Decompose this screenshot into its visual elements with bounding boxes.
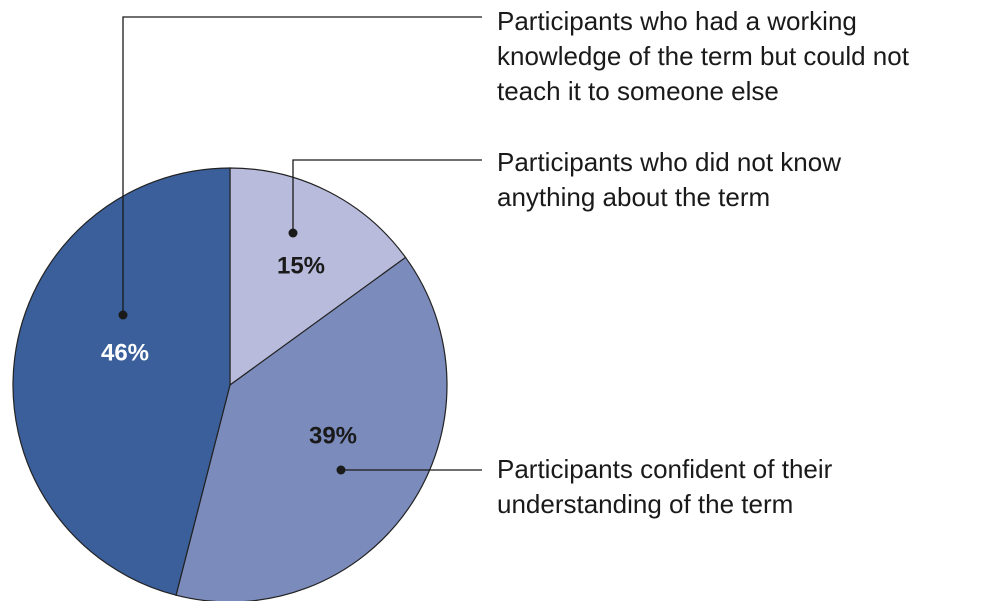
data-label: 15% (277, 252, 325, 279)
data-label: 39% (309, 422, 357, 449)
pie-slice (12, 167, 231, 596)
leader-line (122, 16, 482, 315)
legend-label: Participants who had a working knowledge… (497, 6, 909, 106)
leader-dot (288, 228, 298, 238)
pie-slice (229, 167, 407, 387)
pie-slice (175, 256, 448, 601)
data-label: 46% (101, 339, 149, 366)
leader-dot (336, 465, 346, 475)
leader-dot (118, 310, 128, 320)
legend-label: Participants confident of their understa… (497, 454, 833, 519)
legend-label: Participants who did not know anything a… (497, 147, 841, 212)
leader-line (292, 159, 482, 233)
